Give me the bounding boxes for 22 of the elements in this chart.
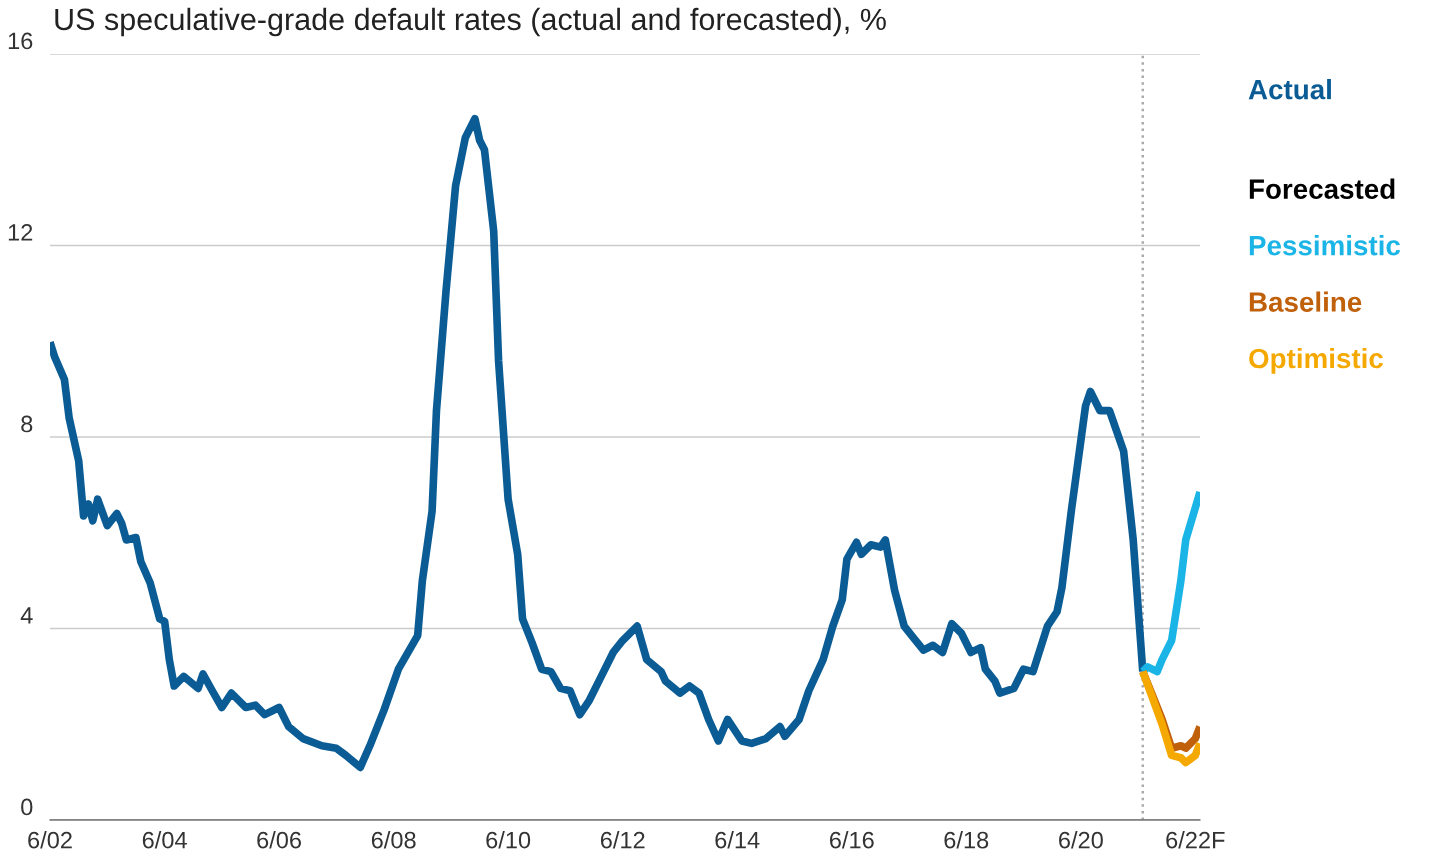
text: Optimistic (1249, 347, 1384, 374)
y-tick-label: 8 (21, 415, 33, 433)
text: Pessimistic (1249, 235, 1401, 256)
y-tick-label: 0 (21, 798, 33, 816)
y-tick-label: 16 (8, 32, 33, 50)
x-tick-label: 6/02 (28, 831, 72, 849)
x-tick-label: 6/10 (486, 831, 531, 849)
x-tick-label: 6/06 (257, 831, 301, 849)
legend-title: Forecasted (1249, 178, 1395, 199)
text: Baseline (1249, 291, 1362, 312)
x-tick-label: 6/22F (1166, 831, 1225, 849)
x-tick-label: 6/14 (715, 831, 760, 849)
chart-title: US speculative-grade default rates (actual and forecasted), % (55, 7, 886, 37)
y-tick-label: 12 (8, 224, 33, 241)
x-tick-label: 6/04 (142, 831, 187, 849)
x-tick-label: 6/18 (944, 831, 989, 849)
x-tick-label: 6/20 (1059, 831, 1103, 849)
x-tick-label: 6/12 (600, 831, 645, 849)
y-tick-label: 4 (20, 607, 33, 624)
x-tick-label: 6/08 (371, 831, 416, 849)
x-tick-label: 6/16 (830, 831, 874, 849)
text: Actual (1248, 79, 1331, 100)
